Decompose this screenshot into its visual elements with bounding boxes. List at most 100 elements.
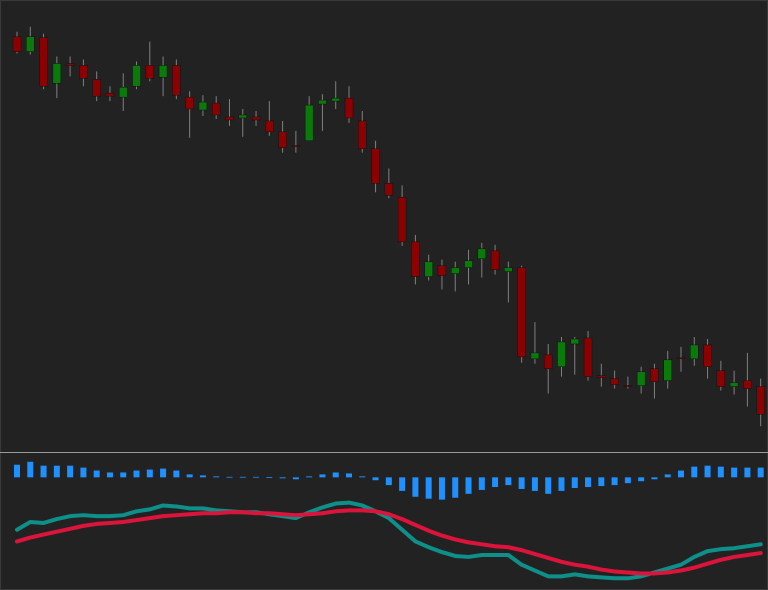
histogram-bar <box>173 470 180 478</box>
histogram-bar <box>80 467 87 478</box>
histogram-bar <box>651 477 658 480</box>
candle-body <box>384 183 394 196</box>
histogram-bar <box>292 477 299 480</box>
candle-body <box>729 382 739 387</box>
candle-body <box>185 96 194 110</box>
histogram-bar <box>279 477 286 479</box>
histogram-bar <box>306 476 313 478</box>
candle-body <box>145 65 155 79</box>
macd-line <box>15 500 763 581</box>
histogram-bar <box>93 470 100 478</box>
candle-body <box>118 86 128 98</box>
candle-body <box>464 260 473 268</box>
candle-body <box>570 338 580 345</box>
histogram-bar <box>638 477 645 482</box>
candle-body <box>597 375 606 378</box>
histogram-bar <box>412 477 419 497</box>
histogram-bar <box>40 465 47 478</box>
histogram-bar <box>492 477 499 488</box>
candle-body <box>504 267 513 272</box>
histogram-bar <box>372 477 379 481</box>
candle-body <box>663 359 672 381</box>
histogram-bar <box>199 475 206 478</box>
histogram-bar <box>465 477 472 494</box>
histogram-bar <box>14 464 20 478</box>
candle-body <box>371 148 380 184</box>
candle-body <box>583 337 593 377</box>
histogram-bar <box>319 474 326 478</box>
candle-body <box>52 63 62 84</box>
histogram-bar <box>266 477 273 478</box>
candle-body <box>557 341 566 367</box>
histogram-bar <box>332 472 339 478</box>
histogram-bar <box>518 477 525 489</box>
histogram-bar <box>399 477 406 491</box>
candle-body <box>251 116 261 121</box>
candle-body <box>610 378 619 385</box>
histogram-bar <box>385 477 392 486</box>
histogram-bar <box>571 477 578 489</box>
candle-body <box>26 36 35 52</box>
histogram-bar <box>717 466 724 478</box>
histogram-bar <box>757 467 764 478</box>
candle-body <box>79 65 88 79</box>
candle-body <box>756 386 765 415</box>
histogram-bar <box>664 474 671 478</box>
candle-body <box>198 101 208 111</box>
histogram-bar <box>505 477 512 486</box>
histogram-bar <box>27 461 34 478</box>
histogram-bar <box>346 473 352 478</box>
histogram-bar <box>545 477 552 494</box>
histogram-bar <box>691 466 698 478</box>
candle-body <box>304 104 314 142</box>
candle-body <box>318 99 327 105</box>
histogram-bar <box>120 472 127 478</box>
candle-body <box>676 357 686 360</box>
histogram-bar <box>239 476 246 478</box>
candle-body <box>39 37 48 87</box>
histogram-bar <box>558 477 565 491</box>
histogram-bar <box>585 477 592 488</box>
histogram-bar <box>478 477 485 490</box>
histogram-bar <box>678 470 684 478</box>
histogram-bar <box>611 477 618 486</box>
macd-line <box>15 508 763 576</box>
histogram-bar <box>160 468 167 478</box>
histogram-bar <box>438 477 445 500</box>
candle-body <box>397 197 407 243</box>
candle-body <box>238 114 248 119</box>
candle-body <box>690 344 699 360</box>
histogram-bar <box>598 477 605 487</box>
candle-body <box>411 241 420 277</box>
histogram-bar <box>186 474 193 478</box>
candle-body <box>358 120 367 149</box>
candle-body <box>543 354 553 369</box>
candle-body <box>105 92 115 97</box>
histogram-bar <box>67 465 74 478</box>
candle-body <box>477 248 487 259</box>
candle-body <box>530 352 540 360</box>
candle-body <box>132 65 141 87</box>
candle-body <box>172 65 181 96</box>
candle-body <box>158 65 168 78</box>
candle-body <box>716 370 726 387</box>
candle-body <box>424 261 433 277</box>
histogram-bar <box>106 472 113 478</box>
histogram-bar <box>133 470 140 478</box>
histogram-bar <box>213 476 220 478</box>
candle-body <box>211 102 221 116</box>
candle-body <box>278 131 287 148</box>
candle-body <box>490 250 500 270</box>
candle-body <box>291 145 301 147</box>
histogram-bar <box>253 476 260 478</box>
histogram-bar <box>452 477 459 498</box>
candle-body <box>623 385 633 387</box>
candle-body <box>743 380 752 389</box>
candle-body <box>92 79 101 97</box>
histogram-bar <box>226 476 233 478</box>
histogram-bar <box>146 469 153 478</box>
candle-body <box>12 36 22 52</box>
